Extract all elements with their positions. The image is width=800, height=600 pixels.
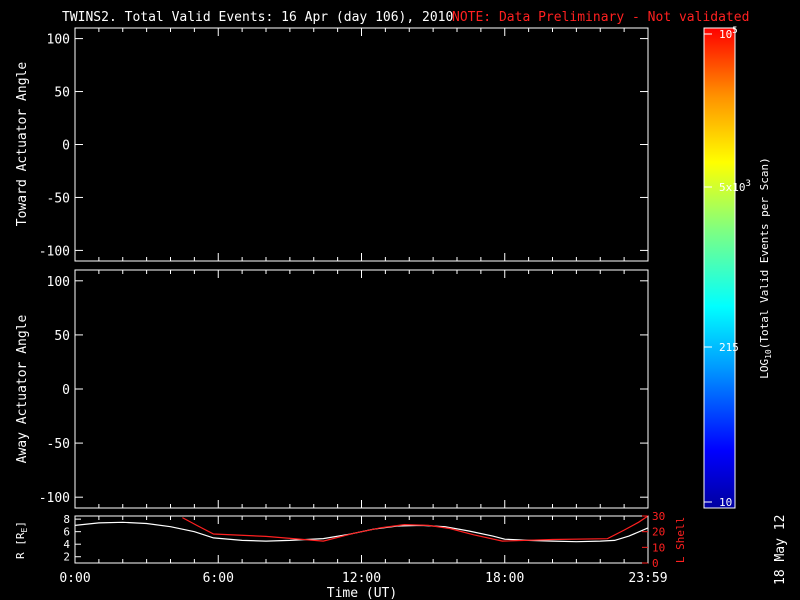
y2-tick-label: 30 bbox=[652, 510, 665, 523]
x-tick-label: 18:00 bbox=[485, 571, 524, 586]
toward-panel: 100 50 0 -50 -100 Toward Actuator Angle bbox=[15, 27, 649, 262]
colorbar-tick-label: 5x103 bbox=[719, 179, 751, 194]
colorbar-ticks: 105 5x103 215 10 bbox=[704, 26, 751, 509]
l-shell-label: L Shell bbox=[674, 517, 687, 563]
y-tick-label: -50 bbox=[47, 191, 70, 206]
y-tick-label: 50 bbox=[54, 329, 70, 344]
figure-title: TWINS2. Total Valid Events: 16 Apr (day … bbox=[62, 10, 453, 25]
y-tick-label: -100 bbox=[39, 491, 70, 506]
y2-tick-label: 0 bbox=[652, 557, 659, 570]
colorbar-label: LOG10(Total Valid Events per Scan) bbox=[758, 157, 773, 379]
toward-y-ticks: 100 50 0 -50 -100 bbox=[39, 33, 648, 259]
y-tick-label: 6 bbox=[63, 526, 70, 539]
y-tick-label: -50 bbox=[47, 437, 70, 452]
preliminary-note: NOTE: Data Preliminary - Not validated bbox=[452, 10, 749, 25]
y-tick-label: 50 bbox=[54, 86, 70, 101]
colorbar-gradient bbox=[704, 28, 735, 508]
x-tick-label: 23:59 bbox=[628, 571, 667, 586]
time-axis-label: Time (UT) bbox=[327, 586, 397, 600]
toward-frame bbox=[74, 27, 649, 262]
away-panel: 100 50 0 -50 -100 Away Actuator Angle bbox=[15, 269, 649, 509]
ephemeris-y-label: R [RE] bbox=[14, 521, 29, 559]
colorbar-tick-label: 215 bbox=[719, 341, 739, 354]
y-tick-label: 0 bbox=[62, 139, 70, 154]
y-tick-label: 4 bbox=[63, 538, 70, 551]
y-tick-label: 0 bbox=[62, 383, 70, 398]
x-tick-label: 6:00 bbox=[203, 571, 234, 586]
colorbar: 105 5x103 215 10 LOG10(Total Valid Events p… bbox=[703, 26, 773, 509]
l-shell-line bbox=[182, 515, 649, 542]
colorbar-frame bbox=[703, 27, 736, 509]
y-tick-label: 8 bbox=[63, 513, 70, 526]
colorbar-tick-label: 10 bbox=[719, 496, 732, 509]
y-tick-label: 2 bbox=[63, 551, 70, 564]
ephemeris-l-shell-ticks: 30 20 10 0 bbox=[642, 510, 665, 570]
x-tick-label: 0:00 bbox=[59, 571, 90, 586]
away-y-label: Away Actuator Angle bbox=[15, 314, 30, 463]
y2-tick-label: 20 bbox=[652, 526, 665, 539]
ephemeris-lines bbox=[74, 515, 649, 543]
away-frame bbox=[74, 269, 649, 509]
y-tick-label: 100 bbox=[47, 275, 70, 290]
y-tick-label: -100 bbox=[39, 244, 70, 259]
y2-tick-label: 10 bbox=[652, 541, 665, 554]
ephemeris-x-ticks: 0:00 6:00 12:00 18:00 23:59 bbox=[59, 28, 668, 586]
y-tick-label: 100 bbox=[47, 33, 70, 48]
away-y-ticks: 100 50 0 -50 -100 bbox=[39, 275, 648, 506]
x-tick-label: 12:00 bbox=[342, 571, 381, 586]
toward-y-label: Toward Actuator Angle bbox=[15, 62, 30, 227]
colorbar-tick-label: 105 bbox=[719, 26, 738, 41]
date-stamp: 18 May 12 bbox=[773, 515, 788, 585]
